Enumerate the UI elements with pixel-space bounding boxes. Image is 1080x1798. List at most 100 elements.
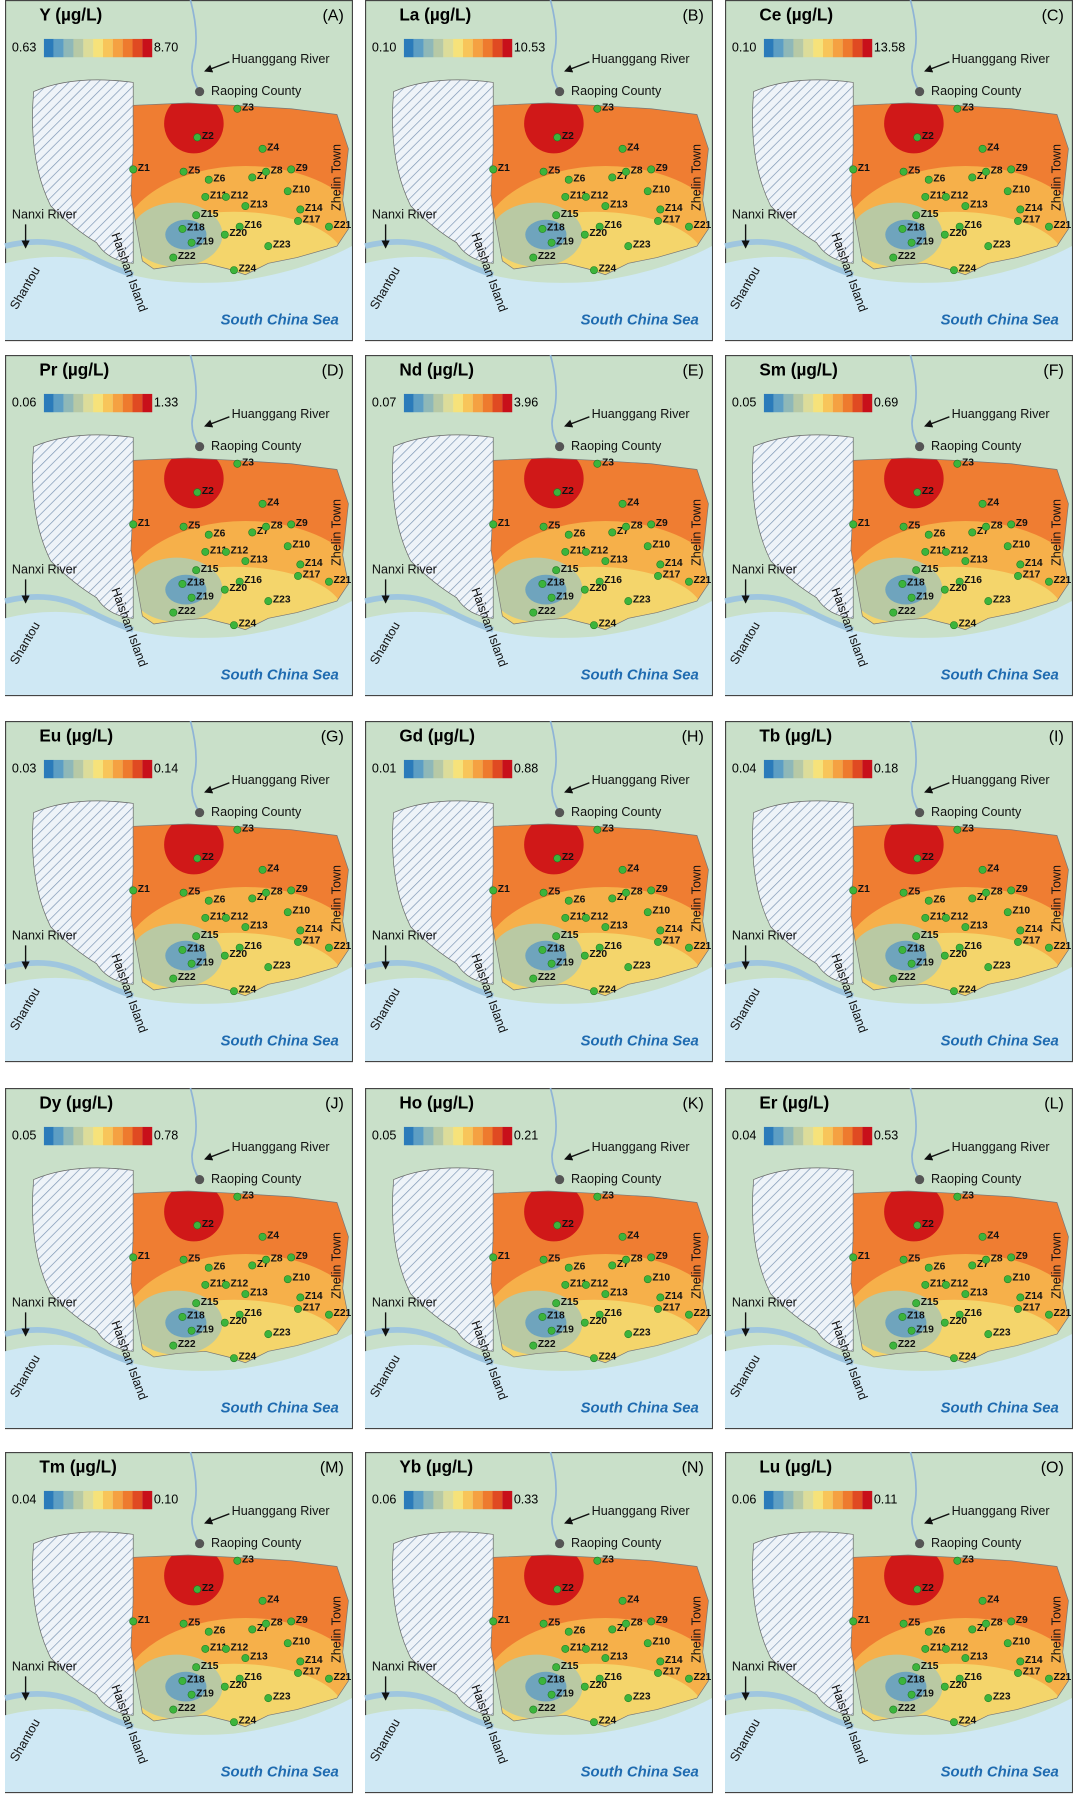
site-dot xyxy=(624,963,633,972)
site-label: Z3 xyxy=(602,102,614,113)
site-dot xyxy=(984,1694,993,1703)
site-dot xyxy=(178,945,187,954)
site-label: Z10 xyxy=(1012,1637,1030,1648)
legend-swatch xyxy=(53,1126,64,1146)
site-dot xyxy=(192,566,201,575)
site-label: Z1 xyxy=(858,884,870,895)
site-dot xyxy=(921,1280,930,1289)
legend-swatch xyxy=(142,38,153,58)
site-label: Z8 xyxy=(991,1253,1003,1264)
site-dot xyxy=(941,1644,950,1653)
legend-swatch xyxy=(862,759,873,779)
place-label: Huanggang River xyxy=(592,407,690,421)
heat-max xyxy=(884,824,944,875)
site-dot xyxy=(1003,187,1012,196)
legend-max: 0.14 xyxy=(154,761,178,775)
site-dot xyxy=(553,488,562,497)
place-label: Raoping County xyxy=(211,1536,302,1550)
place-label: South China Sea xyxy=(221,1764,339,1780)
site-label: Z7 xyxy=(617,1623,629,1634)
site-dot xyxy=(608,528,617,537)
legend-swatch xyxy=(822,1490,833,1510)
legend-swatch xyxy=(53,393,64,413)
site-label: Z18 xyxy=(907,578,925,589)
site-dot xyxy=(984,597,993,606)
heat-max xyxy=(164,103,224,154)
panel-letter: (O) xyxy=(1041,1458,1064,1476)
heat-min xyxy=(165,219,207,250)
site-label: Z19 xyxy=(196,1324,214,1335)
sea xyxy=(725,246,1072,340)
site-dot xyxy=(921,913,930,922)
site-label: Z21 xyxy=(694,941,712,952)
legend-swatch xyxy=(822,393,833,413)
legend-swatch xyxy=(842,393,853,413)
site-label: Z1 xyxy=(858,163,870,174)
site-label: Z10 xyxy=(1012,185,1030,196)
site-label: Z7 xyxy=(257,171,269,182)
county-dot xyxy=(555,1539,565,1549)
site-dot xyxy=(953,1556,962,1565)
place-label: Huanggang River xyxy=(232,1504,330,1518)
site-dot xyxy=(489,1253,498,1262)
site-label: Z15 xyxy=(201,1297,219,1308)
site-dot xyxy=(1045,222,1053,231)
legend-swatch xyxy=(122,1490,133,1510)
site-dot xyxy=(647,886,656,895)
site-label: Z2 xyxy=(202,852,214,863)
legend-swatch xyxy=(472,393,483,413)
legend-swatch xyxy=(763,38,774,58)
map-panel: Pr (µg/L) (D) 0.06 1.33 Huanggang River Raopi… xyxy=(4,354,354,697)
site-dot xyxy=(221,1644,230,1653)
legend-swatch xyxy=(842,1126,853,1146)
site-label: Z8 xyxy=(631,165,643,176)
place-label: Nanxi River xyxy=(732,1296,797,1310)
site-dot xyxy=(618,865,627,874)
site-label: Z4 xyxy=(987,1230,999,1241)
site-dot xyxy=(1003,1639,1012,1648)
site-label: Z20 xyxy=(589,949,607,960)
site-label: Z12 xyxy=(951,911,969,922)
hatched-area xyxy=(752,79,854,264)
site-dot xyxy=(907,1326,916,1335)
legend-swatch xyxy=(122,1126,133,1146)
legend-swatch xyxy=(502,1490,513,1510)
panel-letter: (F) xyxy=(1043,361,1063,379)
site-dot xyxy=(179,167,188,176)
site-dot xyxy=(1007,886,1016,895)
site-dot xyxy=(325,222,333,231)
legend-swatch xyxy=(492,1490,503,1510)
site-label: Z24 xyxy=(959,264,977,275)
panel-letter: (C) xyxy=(1042,6,1064,24)
site-dot xyxy=(553,1585,562,1594)
site-dot xyxy=(192,211,201,220)
legend-swatch xyxy=(43,1126,54,1146)
site-label: Z12 xyxy=(591,911,609,922)
site-dot xyxy=(539,888,548,897)
north-river xyxy=(549,0,561,93)
site-label: Z4 xyxy=(267,863,279,874)
site-dot xyxy=(912,932,921,941)
panel-letter: (I) xyxy=(1049,727,1064,745)
legend-swatch xyxy=(403,38,414,58)
site-dot xyxy=(235,1674,244,1683)
site-dot xyxy=(961,1290,970,1299)
north-river xyxy=(909,354,921,448)
site-dot xyxy=(1045,1310,1053,1319)
site-dot xyxy=(955,222,964,231)
site-dot xyxy=(924,896,933,905)
site-label: Z8 xyxy=(991,886,1003,897)
site-dot xyxy=(552,566,561,575)
site-label: Z16 xyxy=(604,1672,622,1683)
site-label: Z13 xyxy=(970,555,988,566)
site-label: Z12 xyxy=(231,1642,249,1653)
legend-swatch xyxy=(832,1490,843,1510)
site-label: Z24 xyxy=(239,1352,257,1363)
site-dot xyxy=(978,865,987,874)
site-label: Z11 xyxy=(210,1278,227,1289)
site-dot xyxy=(924,1263,933,1272)
place-label: Zhelin Town xyxy=(329,865,343,932)
site-label: Z22 xyxy=(178,606,196,617)
site-label: Z6 xyxy=(213,894,225,905)
legend-swatch xyxy=(423,393,434,413)
